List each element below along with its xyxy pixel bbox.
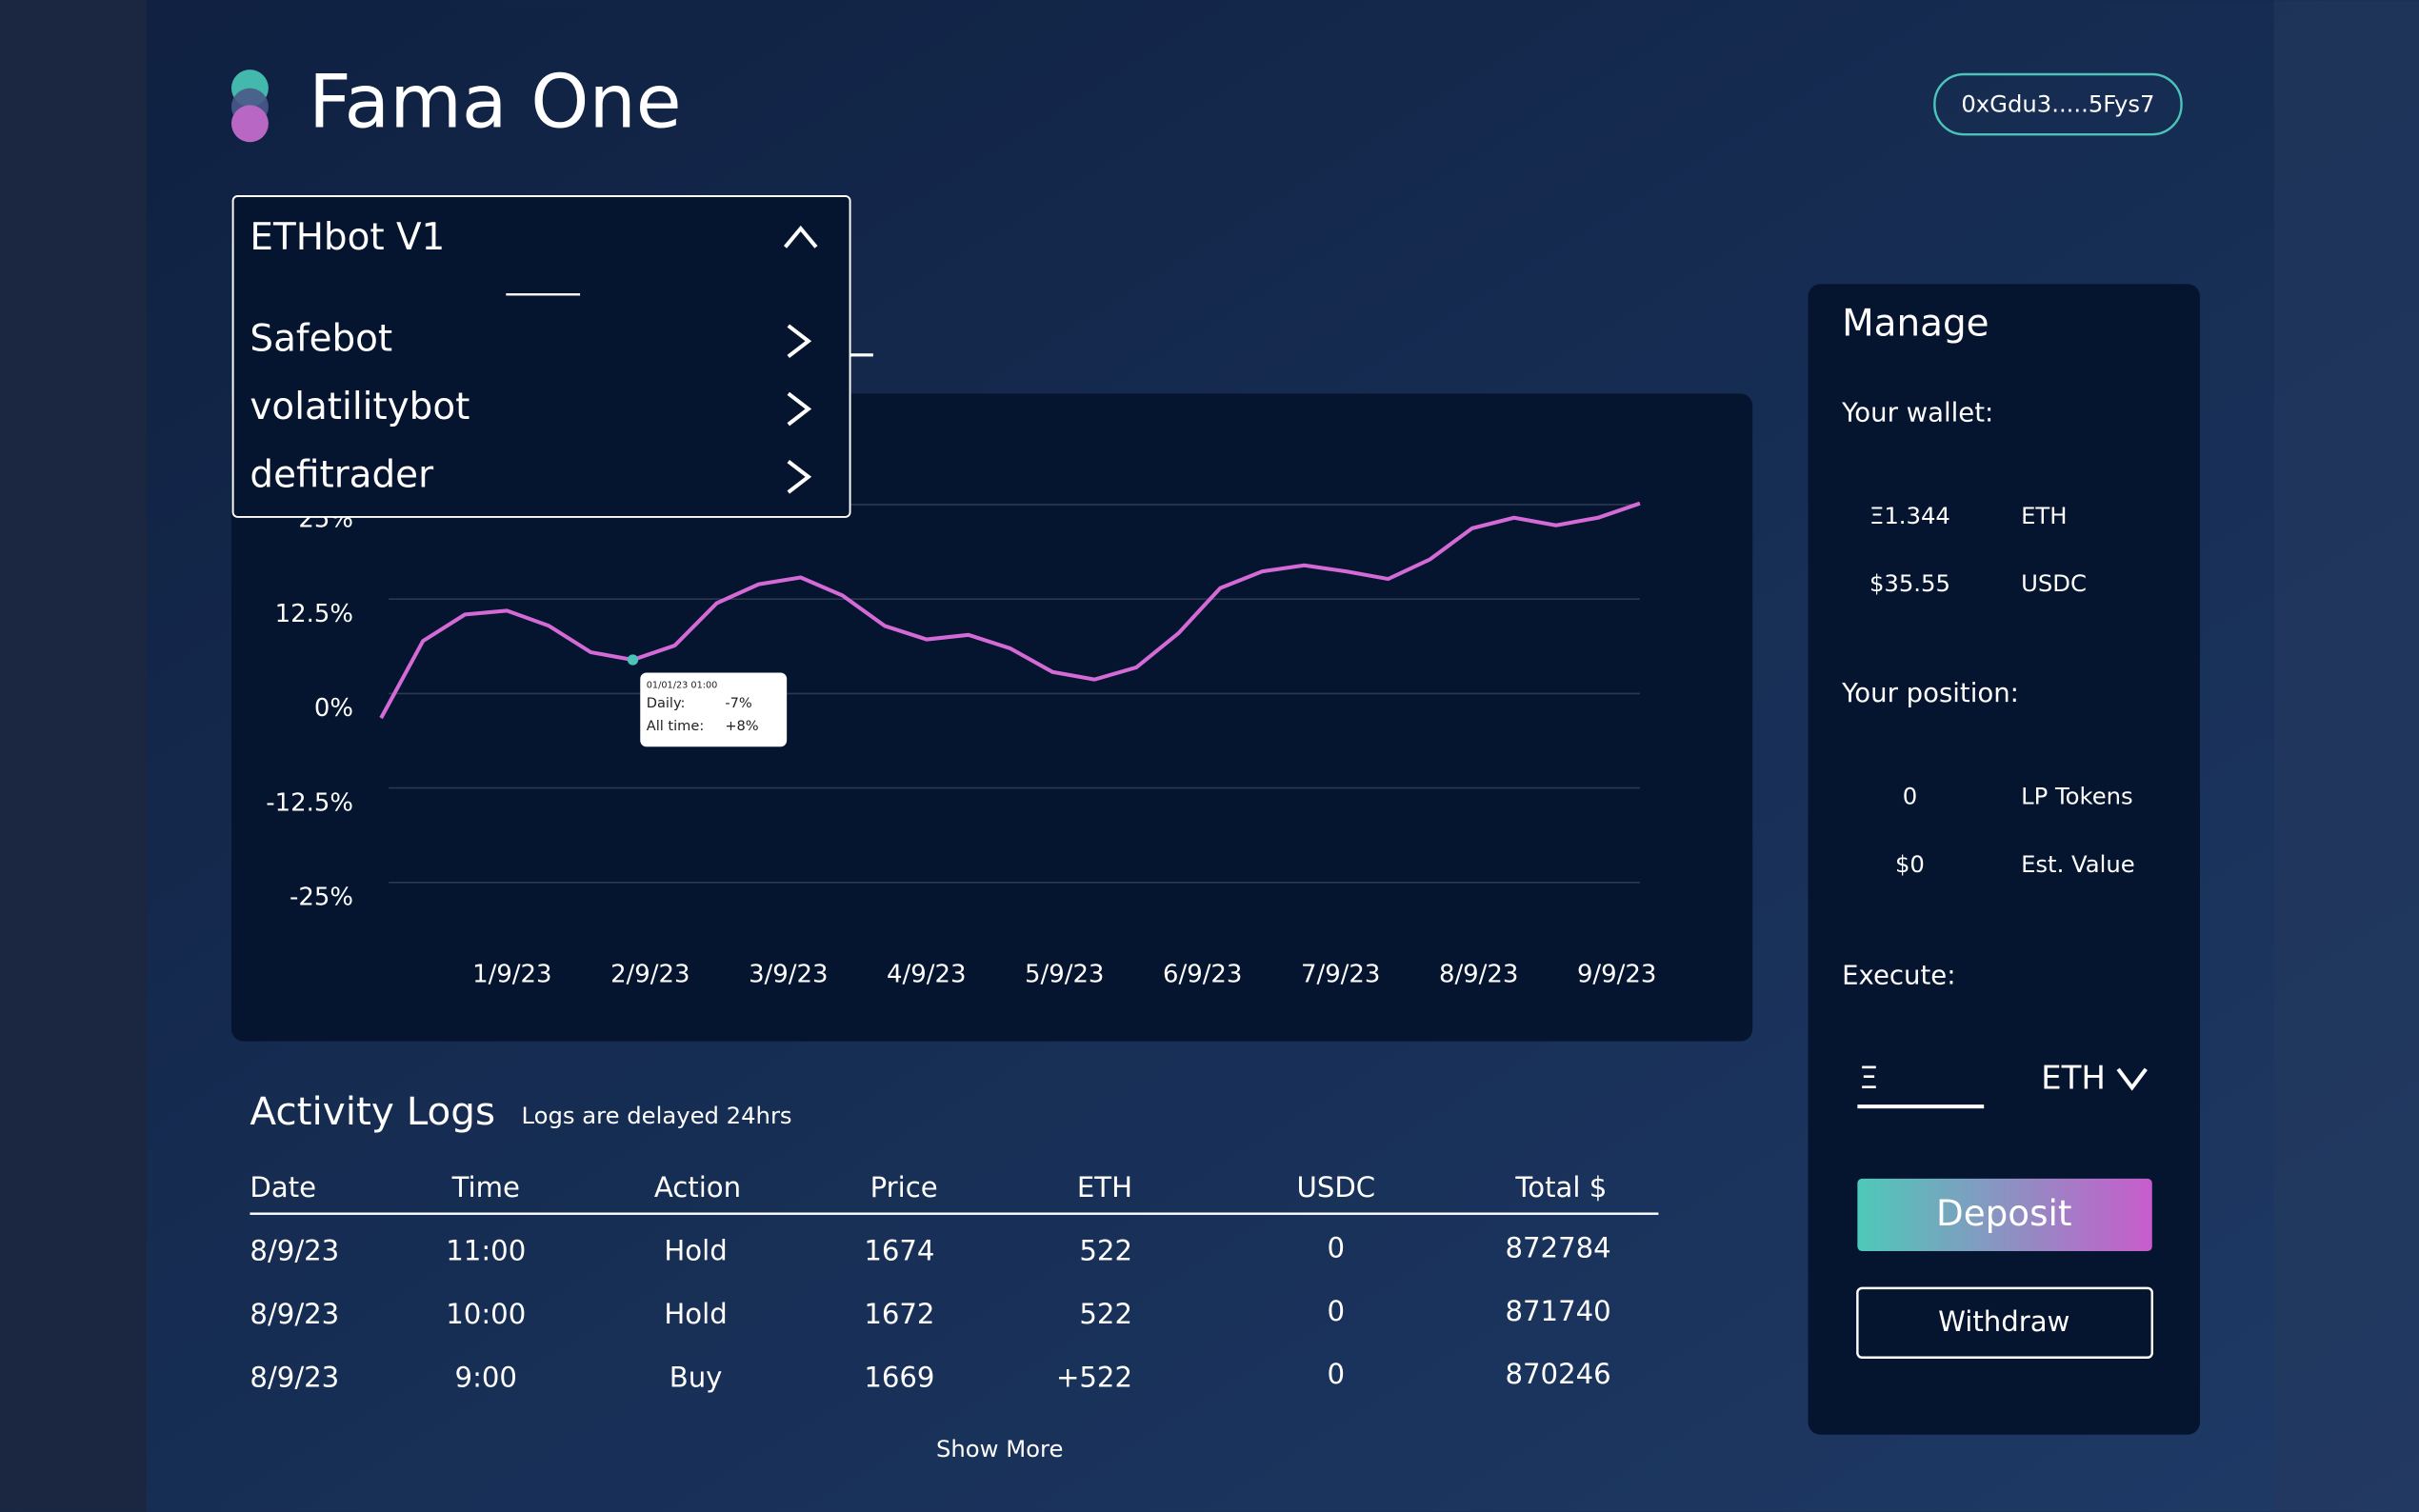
bot-dropdown: ETHbot V1 Safebot volatilitybot defitrader [231,195,851,518]
logo [230,70,269,143]
tooltip-text: +8% [725,718,758,734]
left-strip [0,0,147,1512]
column-header: Date [250,1171,316,1204]
x-tick-label: 9/9/23 [1577,961,1656,989]
chevron-right[interactable] [787,324,812,359]
position-label: Your position: [1841,678,2019,708]
x-tick-label: 8/9/23 [1439,961,1518,989]
manage-values: Ξ1.344 ETH $35.55 USDC 0 LP Tokens $0 Est. Valu… [1869,502,2135,878]
table-cell: 1674 [864,1235,934,1267]
table-cell: 1672 [864,1298,934,1330]
column-header: USDC [1297,1171,1376,1204]
chevron-right[interactable] [787,459,812,494]
tooltip-text: Daily: [647,695,686,711]
table-cell: 872784 [1505,1231,1610,1263]
column-header: Time [451,1171,520,1204]
input-prefix[interactable]: Ξ [1859,1060,1878,1096]
manage-panel [1808,284,2200,1435]
dropdown-item[interactable]: volatilitybot [250,386,470,428]
table-cell: Buy [670,1361,723,1393]
table-cell: 10:00 [446,1298,526,1330]
table-cell: 0 [1328,1231,1346,1263]
x-tick-label: 7/9/23 [1301,961,1380,989]
wallet-unit: ETH [2021,502,2067,529]
execute-label: Execute: [1842,961,1955,991]
wallet-address: 0xGdu3.....5Fys7 [1961,90,2154,117]
tooltip-text: 01/01/23 01:00 [647,680,718,690]
show-more[interactable]: Show More [936,1435,1063,1462]
y-tick-label: 0% [314,694,353,723]
table-cell: 870246 [1505,1358,1610,1390]
chevron-down[interactable] [2116,1067,2148,1091]
withdraw-label: Withdraw [1938,1305,2069,1338]
input-underline [1857,1104,1985,1109]
currency-select[interactable]: ETH [2041,1060,2106,1098]
table-cell: 1669 [864,1361,934,1393]
wallet-label: Your wallet: [1841,397,1993,428]
x-tick-label: 5/9/23 [1025,961,1104,989]
position-unit: LP Tokens [2021,783,2133,810]
position-unit: Est. Value [2021,850,2135,878]
column-header: Price [870,1171,938,1204]
chevron-up[interactable] [783,225,818,249]
table-cell: 871740 [1505,1295,1610,1327]
column-header: Action [654,1171,741,1204]
x-tick-label: 2/9/23 [610,961,690,989]
column-header: ETH [1077,1171,1132,1204]
table-cell: 9:00 [455,1361,517,1393]
wallet-unit: USDC [2021,569,2087,597]
tooltip [640,672,788,747]
wallet-amount: Ξ1.344 [1869,502,1950,529]
x-tick-label: 4/9/23 [887,961,966,989]
x-tick-label: 1/9/23 [472,961,551,989]
table-cell: 0 [1328,1358,1346,1390]
x-tick-label: 3/9/23 [749,961,828,989]
table-cell: 8/9/23 [250,1235,339,1267]
table-cell: 522 [1079,1235,1132,1267]
dropdown-box [231,195,851,518]
dropdown-selected[interactable]: ETHbot V1 [250,216,445,259]
deposit-label: Deposit [1936,1192,2071,1234]
right-strip [2273,0,2419,1512]
table-cell: 8/9/23 [250,1361,339,1393]
position-amount: $0 [1895,850,1925,878]
table-cell: 8/9/23 [250,1298,339,1330]
table-cell: Hold [664,1298,727,1330]
decoration [845,353,873,357]
table-cell: +522 [1056,1361,1132,1393]
withdraw-button[interactable] [1856,1286,2153,1359]
chevron-right[interactable] [787,391,812,427]
dropdown-item[interactable]: Safebot [250,318,392,361]
manage-title: Manage [1842,303,1989,346]
y-tick-label: 12.5% [275,600,353,628]
wallet-button[interactable] [1933,72,2183,136]
table-cell: 0 [1328,1295,1346,1327]
deposit-button[interactable] [1857,1178,2152,1251]
table-cell: Hold [664,1235,727,1267]
line-series [379,501,1641,720]
table-cell: 11:00 [446,1235,526,1267]
column-header: Total $ [1514,1171,1607,1204]
tooltip-text: All time: [647,718,705,734]
y-tick-label: -25% [290,884,353,912]
table-rule [250,1212,1659,1215]
position-amount: 0 [1903,783,1917,810]
chart: 25%12.5%0%-12.5%-25%1/9/23 2/9/23 3/9/23 4/… [266,501,1656,989]
wallet-amount: $35.55 [1869,569,1950,597]
chart-panel [230,393,1753,1042]
x-tick-label: 6/9/23 [1163,961,1242,989]
table-cell: 522 [1079,1298,1132,1330]
hover-point [627,654,639,666]
activity-title: Activity Logs [250,1088,495,1134]
dropdown-item[interactable]: defitrader [250,453,433,496]
activity-note: Logs are delayed 24hrs [522,1102,792,1129]
divider [506,293,581,296]
activity-table: Date Time Action Price ETH USDC Total $ 8/9/23 1… [250,1171,1610,1393]
app-title: Fama One [309,60,682,146]
y-tick-label: -12.5% [266,788,353,817]
tooltip-text: -7% [725,695,752,711]
